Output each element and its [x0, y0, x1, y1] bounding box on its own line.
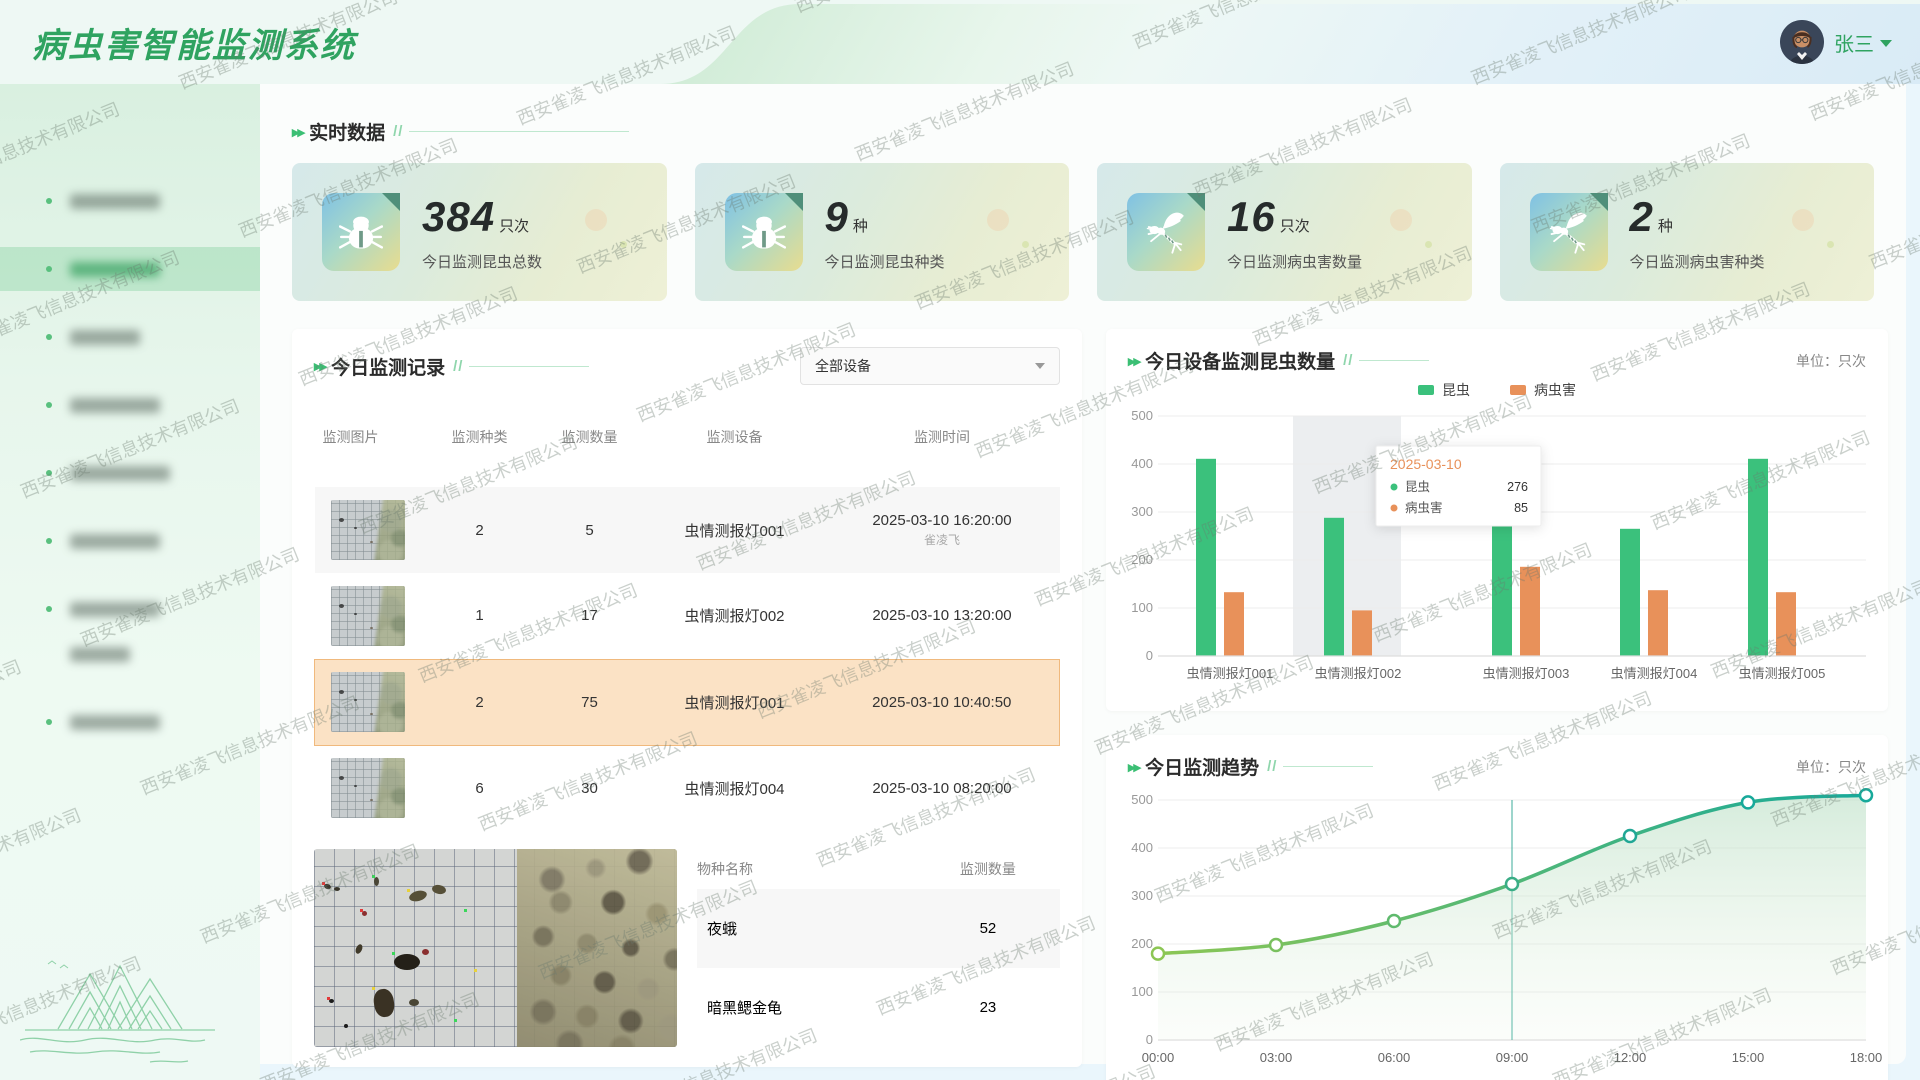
svg-text:200: 200 — [1131, 936, 1153, 951]
svg-text:0: 0 — [1146, 648, 1153, 663]
svg-text:00:00: 00:00 — [1142, 1050, 1175, 1065]
svg-text:85: 85 — [1514, 501, 1528, 515]
svg-text:300: 300 — [1131, 888, 1153, 903]
svg-text:500: 500 — [1131, 408, 1153, 423]
svg-text:100: 100 — [1131, 984, 1153, 999]
svg-text:400: 400 — [1131, 840, 1153, 855]
svg-text:虫情测报灯003: 虫情测报灯003 — [1483, 666, 1570, 681]
svg-text:0: 0 — [1146, 1032, 1153, 1047]
svg-text:276: 276 — [1507, 480, 1528, 494]
svg-text:虫情测报灯004: 虫情测报灯004 — [1611, 666, 1698, 681]
svg-text:06:00: 06:00 — [1378, 1050, 1411, 1065]
svg-text:15:00: 15:00 — [1732, 1050, 1765, 1065]
svg-text:2025-03-10: 2025-03-10 — [1390, 456, 1462, 472]
svg-text:400: 400 — [1131, 456, 1153, 471]
svg-text:500: 500 — [1131, 792, 1153, 807]
svg-text:虫情测报灯005: 虫情测报灯005 — [1739, 666, 1826, 681]
svg-text:昆虫: 昆虫 — [1405, 480, 1430, 494]
svg-text:18:00: 18:00 — [1850, 1050, 1883, 1065]
svg-text:300: 300 — [1131, 504, 1153, 519]
svg-text:虫情测报灯002: 虫情测报灯002 — [1315, 666, 1402, 681]
svg-text:虫情测报灯001: 虫情测报灯001 — [1187, 666, 1274, 681]
svg-text:100: 100 — [1131, 600, 1153, 615]
svg-text:200: 200 — [1131, 552, 1153, 567]
svg-text:12:00: 12:00 — [1614, 1050, 1647, 1065]
svg-text:09:00: 09:00 — [1496, 1050, 1529, 1065]
svg-text:03:00: 03:00 — [1260, 1050, 1293, 1065]
svg-text:病虫害: 病虫害 — [1405, 500, 1443, 515]
